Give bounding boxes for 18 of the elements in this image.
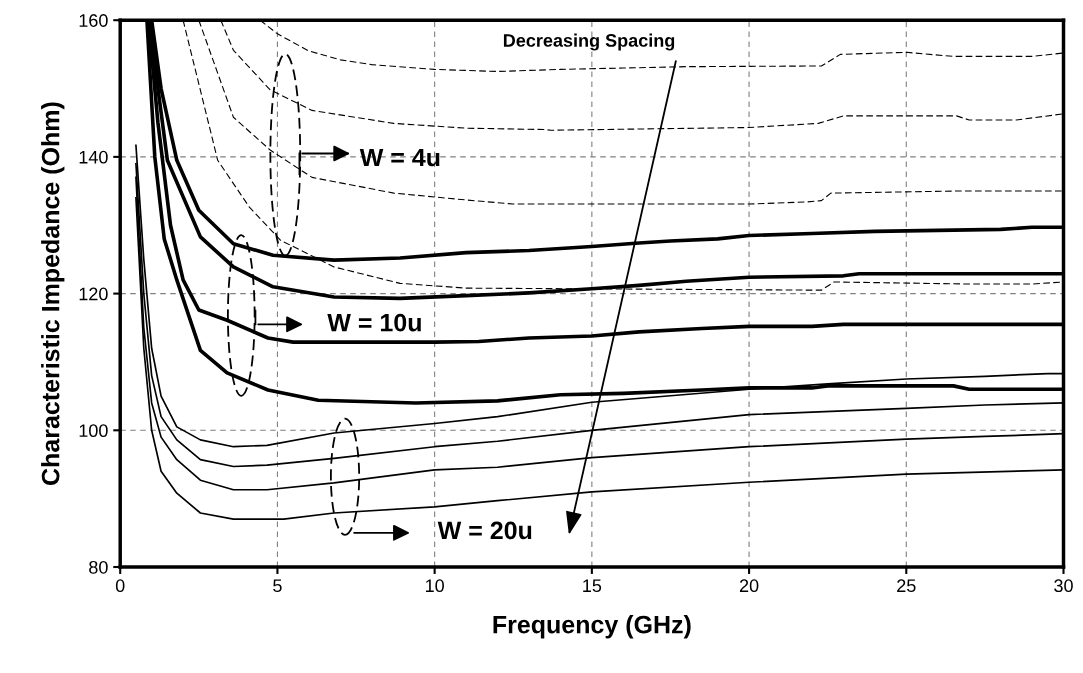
x-tick-label: 20 bbox=[739, 579, 759, 593]
x-tick-label: 15 bbox=[583, 579, 602, 593]
x-tick-label: 10 bbox=[425, 579, 444, 593]
x-tick-label: 0 bbox=[115, 579, 125, 593]
annotation: W = 20u bbox=[437, 521, 532, 540]
x-tick-label: 5 bbox=[273, 579, 282, 593]
annotation: Decreasing Spacing bbox=[503, 33, 675, 51]
x-axis-title: Frequency (GHz) bbox=[493, 615, 691, 639]
annotation: W = 4u bbox=[359, 148, 440, 167]
y-tick-label: 80 bbox=[89, 560, 108, 574]
y-tick-label: 140 bbox=[79, 150, 108, 164]
y-tick-label: 160 bbox=[79, 14, 108, 27]
y-tick-label: 100 bbox=[79, 424, 108, 438]
y-axis-title: Characteristic Impedance (Ohm) bbox=[41, 102, 65, 485]
x-tick-label: 30 bbox=[1054, 579, 1073, 593]
x-tick-label: 25 bbox=[897, 579, 916, 593]
annotation: W = 10u bbox=[327, 313, 421, 332]
y-tick-label: 120 bbox=[79, 287, 108, 301]
